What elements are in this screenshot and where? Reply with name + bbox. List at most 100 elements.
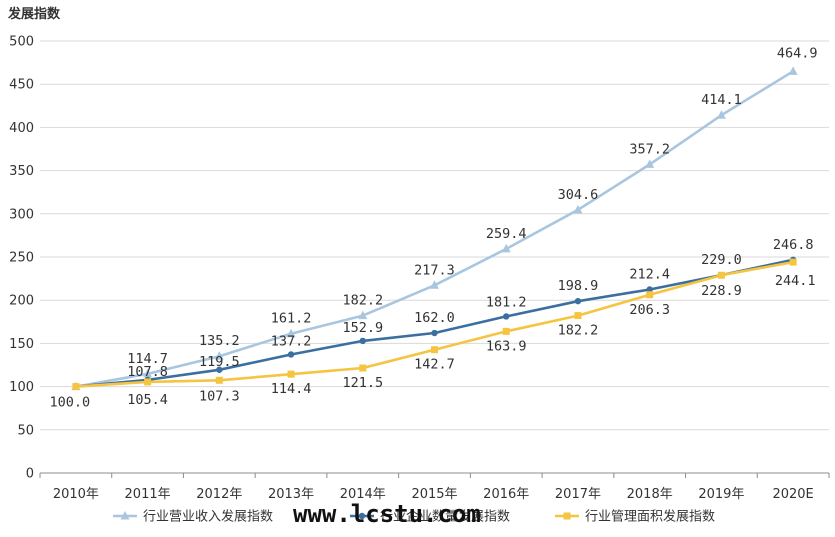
y-tick-label: 450 <box>9 78 34 93</box>
data-label-enterprise: 198.9 <box>558 278 599 294</box>
data-point-area <box>717 271 725 279</box>
y-tick-label: 150 <box>9 337 34 352</box>
data-point-revenue <box>143 368 153 378</box>
data-label-revenue: 161.2 <box>271 311 312 327</box>
data-point-area <box>502 327 510 335</box>
legend-label: 行业管理面积发展指数 <box>585 509 715 525</box>
data-point-revenue <box>573 204 583 214</box>
data-point-area <box>359 364 367 372</box>
chart-title: 发展指数 <box>7 6 61 22</box>
series <box>71 66 798 391</box>
data-label-revenue: 259.4 <box>486 226 527 242</box>
data-label-revenue: 357.2 <box>629 141 670 157</box>
y-tick-label: 100 <box>9 380 34 395</box>
data-label-revenue: 464.9 <box>777 45 818 61</box>
data-label-enterprise: 246.8 <box>773 237 814 253</box>
data-label-revenue: 135.2 <box>199 333 240 349</box>
y-tick-label: 350 <box>9 164 34 179</box>
data-point-area <box>646 291 654 299</box>
y-tick-label: 400 <box>9 121 34 136</box>
data-label-area: 100.0 <box>50 395 91 411</box>
data-point-revenue <box>788 66 798 75</box>
x-tick-label: 2020E <box>772 487 813 502</box>
data-label-enterprise: 152.9 <box>342 320 383 336</box>
data-point-enterprise <box>431 329 438 337</box>
x-tick-label: 2013年 <box>268 487 314 502</box>
legend-item-revenue: 行业营业收入发展指数 <box>113 509 273 525</box>
data-point-revenue <box>716 110 726 119</box>
data-point-area <box>287 370 295 378</box>
legend-label: 行业企业数量发展指数 <box>380 509 510 525</box>
x-tick-label: 2011年 <box>125 487 171 502</box>
data-label-revenue: 304.6 <box>558 187 599 203</box>
data-point-area <box>215 376 223 384</box>
data-point-enterprise <box>216 366 223 373</box>
y-tick-label: 500 <box>9 35 34 50</box>
x-tick-label: 2014年 <box>340 487 386 502</box>
data-label-area: 121.5 <box>342 375 383 391</box>
series-area <box>72 258 797 391</box>
data-label-enterprise: 107.8 <box>127 364 168 380</box>
data-point-revenue <box>286 328 296 338</box>
data-label-enterprise: 212.4 <box>629 266 670 282</box>
data-point-enterprise <box>646 286 653 293</box>
data-point-revenue <box>501 243 511 253</box>
data-label-enterprise: 181.2 <box>486 294 527 310</box>
data-point-area <box>144 378 152 386</box>
data-label-enterprise: 162.0 <box>414 310 455 326</box>
data-label-area: 244.1 <box>775 273 816 289</box>
legend-label: 行业营业收入发展指数 <box>143 509 273 525</box>
y-tick-label: 200 <box>9 294 34 309</box>
x-tick-label: 2015年 <box>411 487 457 502</box>
data-point-area <box>72 383 80 391</box>
data-point-enterprise <box>574 297 582 305</box>
y-tick-label: 250 <box>9 251 34 266</box>
data-point-area <box>789 258 797 266</box>
legend-item-area: 行业管理面积发展指数 <box>555 509 715 525</box>
data-point-enterprise <box>359 337 366 345</box>
legend-marker <box>563 512 571 520</box>
data-label-area: 206.3 <box>629 302 670 318</box>
gridlines <box>40 40 829 431</box>
data-label-area: 228.9 <box>701 283 742 299</box>
data-label-area: 114.4 <box>271 381 312 397</box>
data-point-area <box>574 312 582 320</box>
legend-item-enterprise: 行业企业数量发展指数 <box>350 509 510 525</box>
data-point-revenue <box>430 280 439 289</box>
x-tick-label: 2017年 <box>555 487 601 502</box>
data-label-revenue: 182.2 <box>342 293 383 309</box>
data-point-revenue <box>358 310 368 320</box>
legend: 行业营业收入发展指数 行业企业数量发展指数 行业管理面积发展指数 <box>113 509 715 525</box>
data-label-area: 163.9 <box>486 338 527 354</box>
axes: 0 50 100 150 200 250 300 350 400 450 500 2010年 2011年… <box>9 35 830 502</box>
x-tick-label: 2018年 <box>627 487 673 502</box>
x-tick-label: 2010年 <box>53 487 99 502</box>
data-label-enterprise: 229.0 <box>701 252 742 268</box>
data-label-area: 182.2 <box>558 323 599 339</box>
y-tick-label: 0 <box>26 467 34 482</box>
data-label-revenue: 414.1 <box>701 92 742 108</box>
series-line-revenue <box>74 70 795 388</box>
y-tick-label: 50 <box>17 423 34 438</box>
data-label-revenue: 114.7 <box>127 351 168 367</box>
data-label-enterprise: 119.5 <box>199 354 240 370</box>
data-point-revenue <box>214 351 224 360</box>
data-label-area: 105.4 <box>127 392 168 408</box>
data-point-revenue <box>645 159 655 168</box>
x-tick-label: 2016年 <box>483 487 529 502</box>
data-labels: 114.7 135.2 161.2 182.2 217.3 259.4 304.6 357.2… <box>50 45 818 410</box>
watermark: www.lcstu.com <box>293 500 481 528</box>
data-point-enterprise <box>287 351 295 358</box>
y-tick-label: 300 <box>9 207 34 222</box>
series-revenue <box>71 66 798 391</box>
data-point-enterprise <box>503 313 510 320</box>
x-tick-label: 2019年 <box>698 487 744 502</box>
data-label-area: 107.3 <box>199 388 240 404</box>
legend-marker <box>120 511 130 520</box>
data-label-revenue: 217.3 <box>414 262 455 278</box>
data-label-area: 142.7 <box>414 357 455 373</box>
legend-marker <box>358 512 366 520</box>
data-label-enterprise: 137.2 <box>271 333 312 349</box>
x-tick-label: 2012年 <box>196 487 242 502</box>
